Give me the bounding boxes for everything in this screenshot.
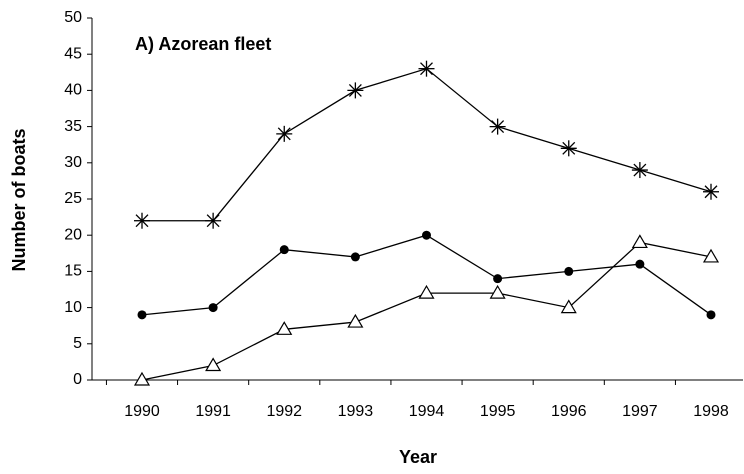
y-tick-label: 15 [64,263,82,280]
y-tick-label: 35 [64,118,82,135]
y-tick-label: 25 [64,190,82,207]
y-tick-label: 50 [64,9,82,26]
marker-circle [208,303,218,313]
marker-star [703,183,719,200]
marker-triangle [631,234,648,249]
marker-triangle [205,357,222,372]
marker-triangle [702,248,720,263]
chart-title: A) Azorean fleet [135,34,271,54]
x-tick-label: 1995 [480,403,516,420]
marker-circle [422,230,431,240]
y-tick-label: 5 [73,335,82,352]
x-tick-label: 1993 [338,403,374,420]
x-tick-label: 1990 [124,403,160,420]
marker-star [205,212,222,229]
x-axis-label: Year [399,447,437,467]
marker-star [276,125,293,142]
marker-triangle [560,299,577,314]
y-tick-label: 10 [64,299,82,316]
x-tick-label: 1994 [409,403,445,420]
marker-star [418,60,435,77]
marker-triangle [347,313,364,328]
marker-circle [493,274,503,284]
y-tick-label: 20 [64,226,82,243]
marker-circle [564,266,574,276]
marker-star [134,212,150,229]
series-line [142,67,712,222]
y-axis-label: Number of boats [9,128,29,271]
marker-triangle [418,284,435,299]
series-line [141,234,712,316]
x-tick-label: 1998 [693,403,729,420]
marker-circle [350,252,360,262]
marker-star [560,140,577,157]
marker-circle [635,259,645,269]
marker-circle [706,310,716,320]
marker-triangle [276,321,293,335]
x-tick-label: 1992 [266,403,302,420]
y-tick-label: 30 [64,154,82,171]
x-tick-label: 1991 [195,403,231,420]
y-tick-label: 0 [73,371,82,388]
marker-circle [137,310,147,320]
y-tick-label: 40 [64,82,82,99]
marker-star [347,82,364,99]
marker-star [631,162,648,179]
marker-triangle [489,284,506,299]
marker-triangle [133,371,151,386]
x-tick-label: 1996 [551,403,587,420]
marker-circle [279,245,289,255]
marker-star [489,118,506,135]
series-line [141,241,712,381]
x-tick-label: 1997 [622,403,658,420]
y-tick-label: 45 [64,45,82,62]
